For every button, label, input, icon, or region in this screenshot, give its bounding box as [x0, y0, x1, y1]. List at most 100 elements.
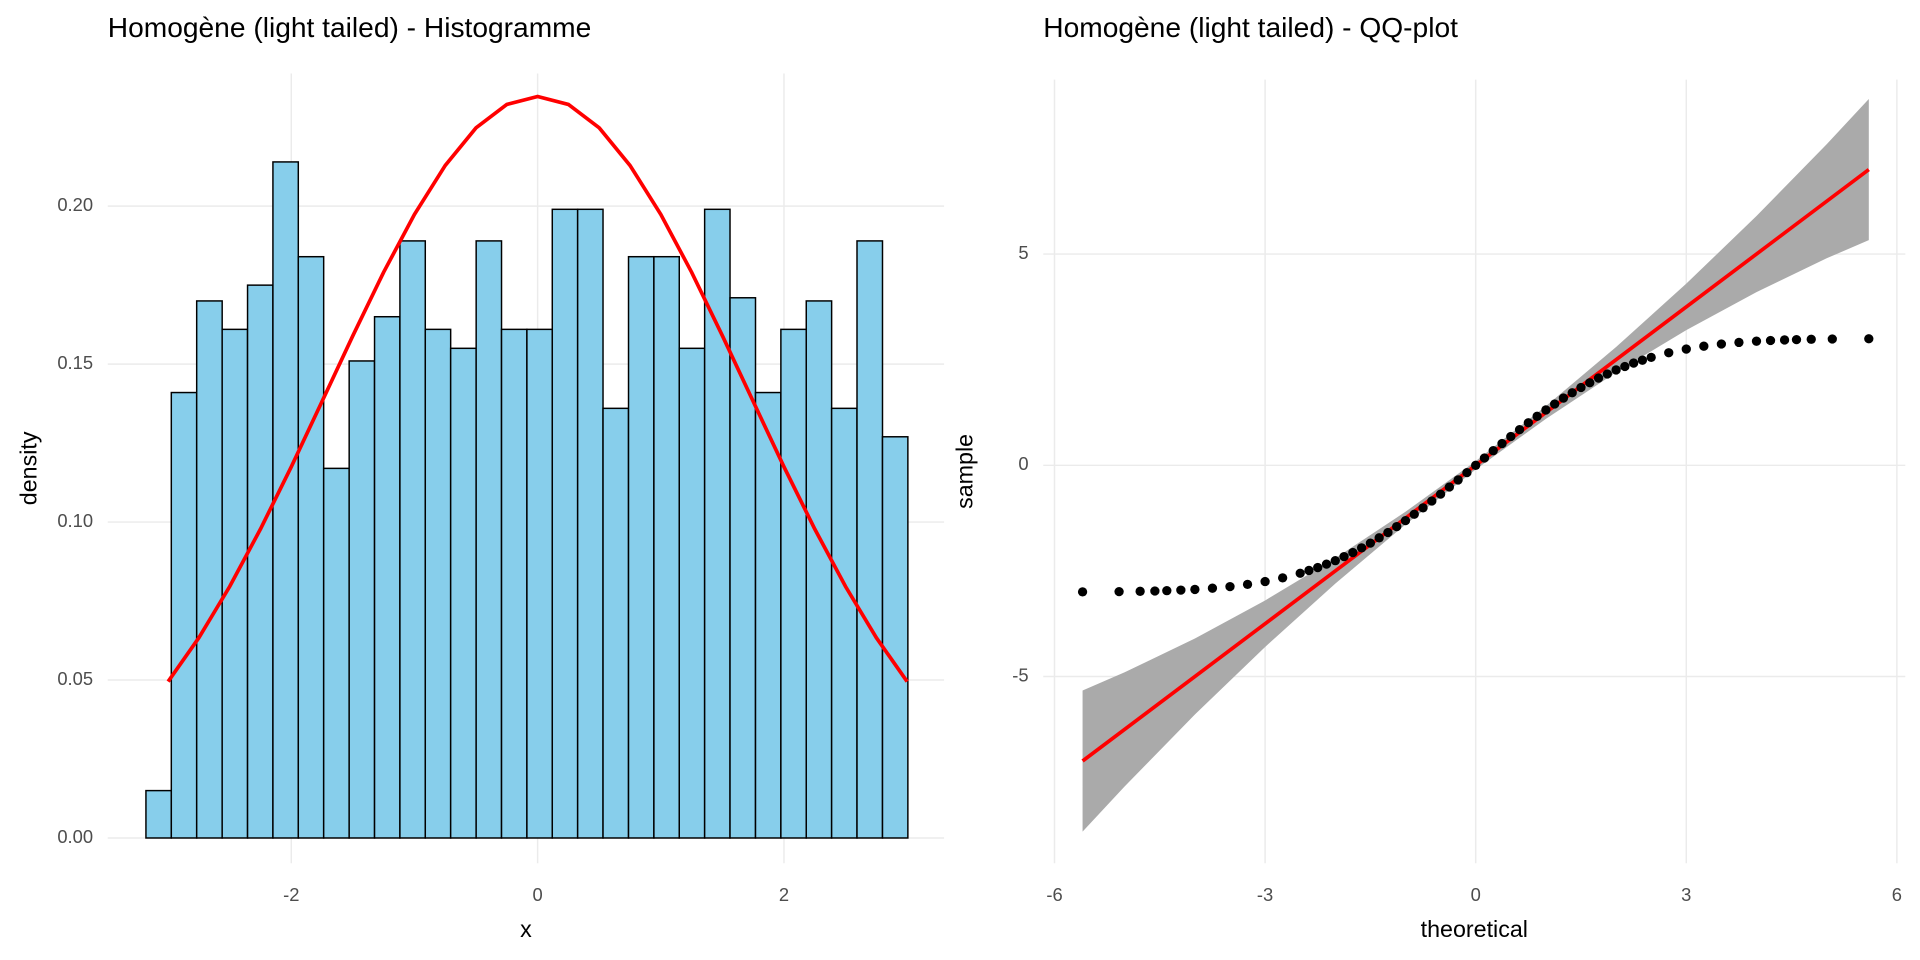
point	[1637, 355, 1648, 365]
point	[1427, 496, 1437, 506]
point	[1734, 337, 1744, 348]
x-tick-label: 6	[1892, 884, 1902, 905]
bar	[602, 407, 630, 839]
point	[1514, 424, 1525, 435]
point	[1541, 405, 1551, 415]
x-tick-label: -6	[1046, 884, 1062, 905]
chart-title: Homogène (light tailed) - QQ-plot	[1043, 12, 1458, 43]
bar	[399, 240, 427, 839]
point	[1532, 411, 1542, 421]
x-tick-label: 0	[1471, 884, 1481, 905]
bar	[246, 284, 274, 839]
point	[1567, 388, 1577, 398]
point	[1374, 533, 1384, 543]
bar	[475, 240, 503, 839]
bar	[500, 328, 528, 839]
bar	[780, 328, 807, 839]
y-tick-label: 5	[1018, 242, 1028, 263]
point	[1620, 361, 1630, 372]
bar	[881, 436, 909, 839]
panel: Homogène (light tailed) - Histogramme x de…	[16, 12, 945, 942]
density-curve	[166, 94, 909, 683]
point	[1321, 559, 1332, 569]
point	[1383, 527, 1393, 538]
chart-title: Homogène (light tailed) - Histogramme	[108, 12, 592, 43]
point	[1114, 586, 1124, 597]
x-axis-label: theoretical	[1421, 916, 1528, 942]
bar	[703, 208, 731, 839]
bar	[145, 789, 173, 839]
x-tick-label: 2	[779, 884, 789, 905]
point	[1277, 573, 1288, 583]
panel: Homogène (light tailed) - QQ-plot theoret…	[951, 12, 1906, 942]
y-tick-label: 0.10	[57, 510, 93, 531]
bar	[805, 300, 833, 839]
point	[1339, 551, 1349, 562]
point	[1444, 482, 1455, 492]
point	[1295, 568, 1305, 578]
point	[1646, 352, 1656, 363]
point	[1699, 341, 1709, 351]
bar	[754, 391, 782, 839]
point	[1550, 399, 1560, 409]
point	[1488, 446, 1498, 456]
point	[1611, 365, 1621, 375]
point	[1225, 581, 1235, 592]
bar	[322, 467, 350, 839]
point	[1207, 583, 1218, 593]
y-tick-label: 0	[1018, 453, 1028, 474]
point	[1418, 503, 1428, 513]
point	[1791, 334, 1802, 345]
point	[1765, 335, 1776, 346]
point	[1558, 393, 1569, 403]
bar	[627, 255, 655, 839]
point	[1506, 431, 1516, 442]
point	[1162, 585, 1172, 596]
point	[1313, 562, 1323, 573]
point	[1242, 579, 1253, 590]
point	[1356, 543, 1367, 553]
bar	[297, 255, 325, 839]
bar	[424, 328, 452, 839]
x-tick-label: 0	[533, 884, 543, 905]
point	[1716, 339, 1727, 349]
point	[1330, 556, 1340, 566]
point	[1471, 460, 1481, 470]
point	[1409, 509, 1419, 519]
point	[1176, 585, 1186, 595]
y-tick-label: 0.00	[57, 826, 93, 847]
y-tick-label: 0.20	[57, 194, 93, 215]
point	[1435, 489, 1446, 499]
bar	[195, 300, 223, 839]
bar	[348, 360, 376, 839]
bar	[653, 255, 681, 839]
point	[1365, 538, 1376, 548]
point	[1479, 453, 1490, 463]
point	[1602, 369, 1612, 379]
point	[1150, 586, 1160, 596]
x-tick-label: -3	[1257, 884, 1273, 905]
point	[1135, 586, 1145, 596]
point	[1400, 515, 1411, 526]
point	[1523, 418, 1533, 428]
point	[1348, 547, 1358, 558]
bar	[373, 315, 401, 839]
bar	[551, 208, 579, 839]
point	[1392, 521, 1402, 532]
bar	[526, 328, 554, 839]
point	[1304, 565, 1314, 576]
bar	[449, 347, 477, 839]
y-axis-label: density	[16, 431, 42, 505]
point	[1190, 584, 1200, 595]
x-axis-label: x	[520, 916, 532, 942]
point	[1806, 334, 1816, 344]
bar	[576, 208, 604, 839]
y-tick-label: 0.15	[57, 352, 93, 373]
y-axis-label: sample	[951, 434, 977, 509]
point	[1497, 438, 1507, 449]
point	[1462, 467, 1472, 478]
x-tick-label: 3	[1681, 884, 1691, 905]
point	[1585, 378, 1595, 388]
point	[1593, 373, 1604, 383]
